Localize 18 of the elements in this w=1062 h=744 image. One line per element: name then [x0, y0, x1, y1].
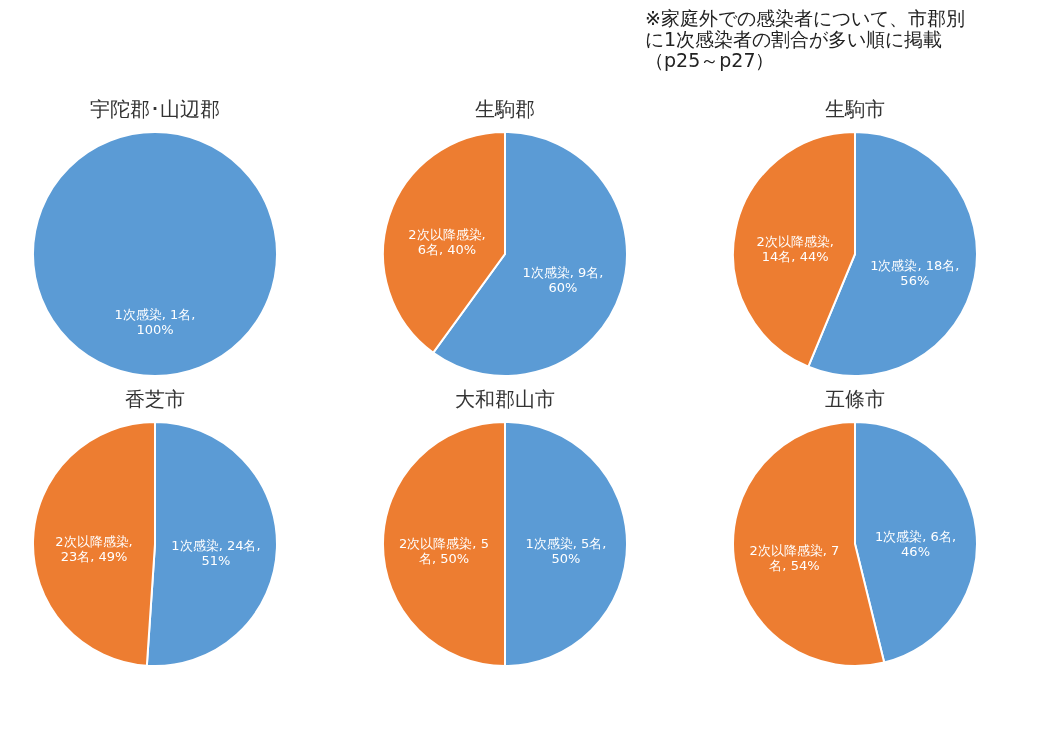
slice-label: 1次感染, 24名, 51%	[171, 538, 261, 569]
chart-title: 香芝市	[125, 387, 185, 411]
slice-label: 2次以降感染, 7 名, 54%	[749, 543, 840, 574]
slice-label: 2次以降感染, 6名, 40%	[408, 227, 486, 258]
text: ※家庭外での感染者について、市郡別に1次感染者の割合が多い順に掲載（p25～p27）	[645, 7, 965, 71]
slice-label: 1次感染, 9名, 60%	[522, 264, 604, 295]
slice-label: 1次感染, 5名, 50%	[525, 536, 607, 566]
chart-title: 宇陀郡･山辺郡	[90, 97, 220, 121]
chart-title: 大和郡山市	[455, 387, 555, 411]
slice-label: 2次以降感染, 14名, 44%	[756, 234, 834, 265]
slice-label: 2次以降感染, 5 名, 50%	[399, 536, 489, 566]
chart-title: 五條市	[825, 387, 885, 411]
slice-label: 1次感染, 1名, 100%	[114, 307, 196, 337]
chart-title: 生駒市	[825, 97, 885, 121]
slice-label: 1次感染, 18名, 56%	[870, 257, 960, 288]
chart-title: 生駒郡	[475, 97, 535, 121]
slice-label: 2次以降感染, 23名, 49%	[55, 533, 133, 564]
slice-label: 1次感染, 6名, 46%	[875, 528, 957, 559]
